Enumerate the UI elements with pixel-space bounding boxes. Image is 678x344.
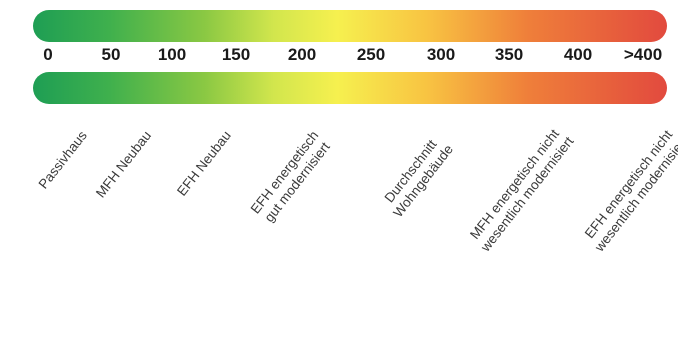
- scale-tick-100: 100: [157, 45, 187, 64]
- scale-tick-400: 400: [563, 45, 593, 64]
- category-label-efh-gut-modernisiert: EFH energetisch gut modernisiert: [248, 128, 335, 227]
- scale-tick-50: 50: [101, 45, 121, 64]
- category-label-line: EFH Neubau: [173, 128, 234, 199]
- category-label-mfh-nicht-modernisiert: MFH energetisch nicht wesentlich moderni…: [465, 124, 577, 255]
- scale-tick-250: 250: [356, 45, 386, 64]
- category-label-line: MFH Neubau: [92, 128, 154, 201]
- scale-tick-200: 200: [287, 45, 317, 64]
- category-label-efh-neubau: EFH Neubau: [174, 128, 235, 199]
- category-label-line: wesentlich modernisiert: [477, 133, 577, 255]
- category-label-line: EFH energetisch nicht: [581, 127, 676, 242]
- category-label-passivhaus: Passivhaus: [35, 128, 90, 192]
- scale-tick-350: 350: [494, 45, 524, 64]
- energy-scale: 0 50 100 150 200 250 300 350 400 >400: [0, 45, 678, 71]
- scale-tick-150: 150: [221, 45, 251, 64]
- category-label-line: Passivhaus: [35, 128, 90, 192]
- category-label-line: wesentlich modernisiert: [591, 133, 678, 255]
- category-label-durchschnitt-wohngebaeude: Durchschnitt Wohngebäude: [378, 132, 457, 221]
- scale-tick-over-400: >400: [623, 45, 663, 64]
- scale-tick-300: 300: [426, 45, 456, 64]
- energy-gradient-bar-top: [33, 10, 667, 42]
- category-label-mfh-neubau: MFH Neubau: [93, 128, 155, 201]
- energy-gradient-bar-bottom: [33, 72, 667, 104]
- category-label-line: MFH energetisch nicht: [467, 126, 562, 243]
- category-label-efh-nicht-modernisiert: EFH energetisch nicht wesentlich moderni…: [579, 124, 678, 255]
- scale-tick-0: 0: [43, 45, 53, 64]
